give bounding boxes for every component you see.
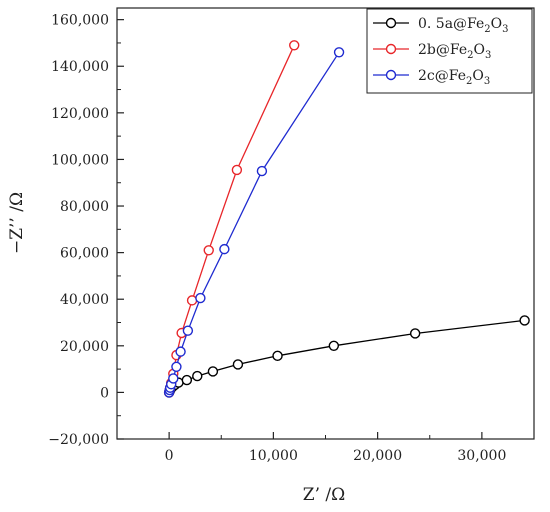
legend-label: 2c@Fe2O3	[418, 68, 490, 87]
legend: 0. 5a@Fe2O3 2b@Fe2O3 2c@Fe2O3	[366, 8, 533, 94]
legend-entry: 0. 5a@Fe2O3	[373, 16, 509, 35]
data-point	[256, 165, 268, 177]
y-tick-label: 0	[100, 385, 109, 401]
y-tick-label: 80,000	[60, 199, 109, 215]
y-tick-label: 60,000	[60, 246, 109, 262]
y-tick-label: 120,000	[51, 106, 109, 122]
series-line	[168, 45, 295, 393]
data-point	[328, 340, 340, 352]
data-point	[171, 361, 182, 372]
data-point	[231, 164, 243, 176]
x-tick-label: 0	[165, 448, 174, 464]
data-point	[203, 245, 214, 256]
series-line	[168, 319, 525, 393]
data-point	[168, 373, 179, 384]
data-point	[192, 370, 203, 382]
y-tick-label: 40,000	[60, 292, 109, 308]
y-axis: −20,000 0 20,000 40,000 60,000 80,000 100,000 1…	[48, 13, 124, 448]
legend-marker	[385, 17, 397, 29]
x-axis: 0 10,000 20,000 30,000	[116, 432, 535, 464]
x-tick-label: 10,000	[249, 448, 298, 464]
legend-marker	[385, 69, 397, 81]
y-tick-label: −20,000	[48, 432, 109, 448]
data-point	[186, 295, 198, 306]
y-tick-label: 100,000	[51, 152, 109, 168]
legend-label: 0. 5a@Fe2O3	[418, 16, 509, 35]
data-point	[207, 366, 219, 377]
x-tick-label: 20,000	[353, 448, 402, 464]
data-point	[409, 328, 421, 339]
legend-entry: 2c@Fe2O3	[373, 68, 490, 87]
data-point	[272, 350, 283, 362]
data-point	[181, 374, 193, 386]
x-tick-label: 30,000	[457, 448, 506, 464]
legend-label: 2b@Fe2O3	[418, 42, 491, 61]
series-layer	[163, 40, 530, 398]
series-line	[168, 51, 340, 393]
data-point	[333, 47, 345, 58]
series-2	[163, 47, 345, 398]
data-point	[175, 346, 186, 357]
data-point	[182, 325, 194, 336]
x-axis-title: Z’ /Ω	[303, 485, 345, 505]
series-0	[163, 315, 530, 398]
legend-entry: 2b@Fe2O3	[373, 42, 491, 61]
y-axis-title: −Z’’ /Ω	[7, 192, 27, 254]
data-point	[219, 243, 230, 255]
series-1	[163, 40, 300, 398]
legend-marker	[385, 43, 397, 55]
data-point	[232, 359, 244, 370]
y-tick-label: 140,000	[51, 59, 109, 75]
data-point	[289, 40, 300, 51]
y-tick-label: 160,000	[51, 13, 109, 29]
y-tick-label: 20,000	[60, 339, 109, 355]
data-point	[519, 315, 530, 326]
data-point	[195, 292, 206, 304]
